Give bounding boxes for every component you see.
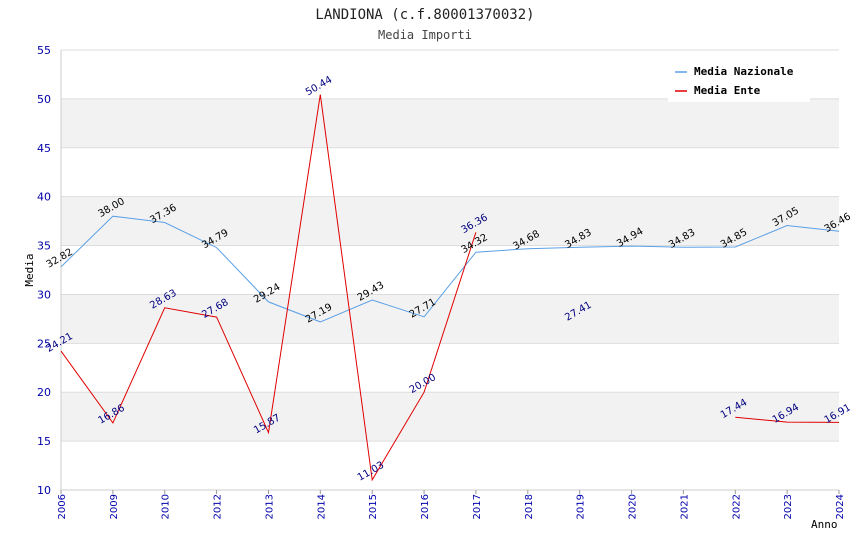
- y-tick-label: 45: [37, 142, 51, 155]
- y-tick-label: 50: [37, 93, 51, 106]
- y-axis-ticks: 10 15 20 25 30 35 40 45 50 55: [37, 44, 51, 497]
- x-tick-label: 2009: [109, 494, 120, 519]
- x-tick-label: 2020: [628, 494, 639, 519]
- y-axis-label: Media: [23, 253, 36, 286]
- x-axis-ticks: 2006 2009 2010 2012 2013 2014 2015 2016 2017 2018…: [57, 490, 846, 519]
- x-tick-label: 2017: [472, 494, 483, 519]
- x-tick-label: 2012: [213, 494, 224, 519]
- x-tick-label: 2019: [576, 494, 587, 519]
- series-line-0: [60, 215, 840, 323]
- plot-band: [61, 294, 839, 344]
- plot-band: [61, 392, 839, 442]
- x-tick-label: 2010: [161, 494, 172, 519]
- x-tick-label: 2024: [835, 494, 846, 519]
- x-tick-label: 2018: [524, 494, 535, 519]
- legend-label-media-ente: Media Ente: [694, 84, 761, 97]
- series-line-1: [735, 416, 840, 423]
- plot-band: [61, 343, 839, 393]
- y-tick-label: 55: [37, 44, 51, 57]
- y-tick-label: 35: [37, 240, 51, 253]
- y-tick-label: 10: [37, 484, 51, 497]
- plot-band: [61, 245, 839, 295]
- series-lines: [60, 94, 840, 482]
- x-axis-label: Anno: [811, 518, 838, 531]
- y-tick-label: 25: [37, 337, 51, 350]
- x-tick-label: 2023: [783, 494, 794, 519]
- y-tick-label: 15: [37, 435, 51, 448]
- x-tick-label: 2006: [57, 494, 68, 519]
- chart-title: LANDIONA (c.f.80001370032): [315, 7, 534, 23]
- y-tick-label: 20: [37, 386, 51, 399]
- plot-band: [61, 147, 839, 197]
- x-tick-label: 2021: [679, 494, 690, 519]
- y-tick-label: 40: [37, 191, 51, 204]
- plot-background: [61, 50, 839, 490]
- plot-band: [61, 441, 839, 490]
- x-tick-label: 2022: [731, 494, 742, 519]
- plot-band: [61, 98, 839, 148]
- series-line-1: [60, 94, 477, 482]
- legend-box: [668, 60, 810, 102]
- legend-label-media-nazionale: Media Nazionale: [694, 65, 794, 78]
- x-tick-label: 2016: [420, 494, 431, 519]
- plot-band: [61, 196, 839, 246]
- gridlines: [60, 49, 839, 491]
- x-tick-label: 2013: [264, 494, 275, 519]
- y-tick-label: 30: [37, 288, 51, 301]
- x-tick-label: 2014: [316, 494, 327, 519]
- legend: Media Nazionale Media Ente: [668, 60, 810, 102]
- chart-subtitle: Media Importi: [378, 28, 472, 42]
- x-tick-label: 2015: [368, 494, 379, 519]
